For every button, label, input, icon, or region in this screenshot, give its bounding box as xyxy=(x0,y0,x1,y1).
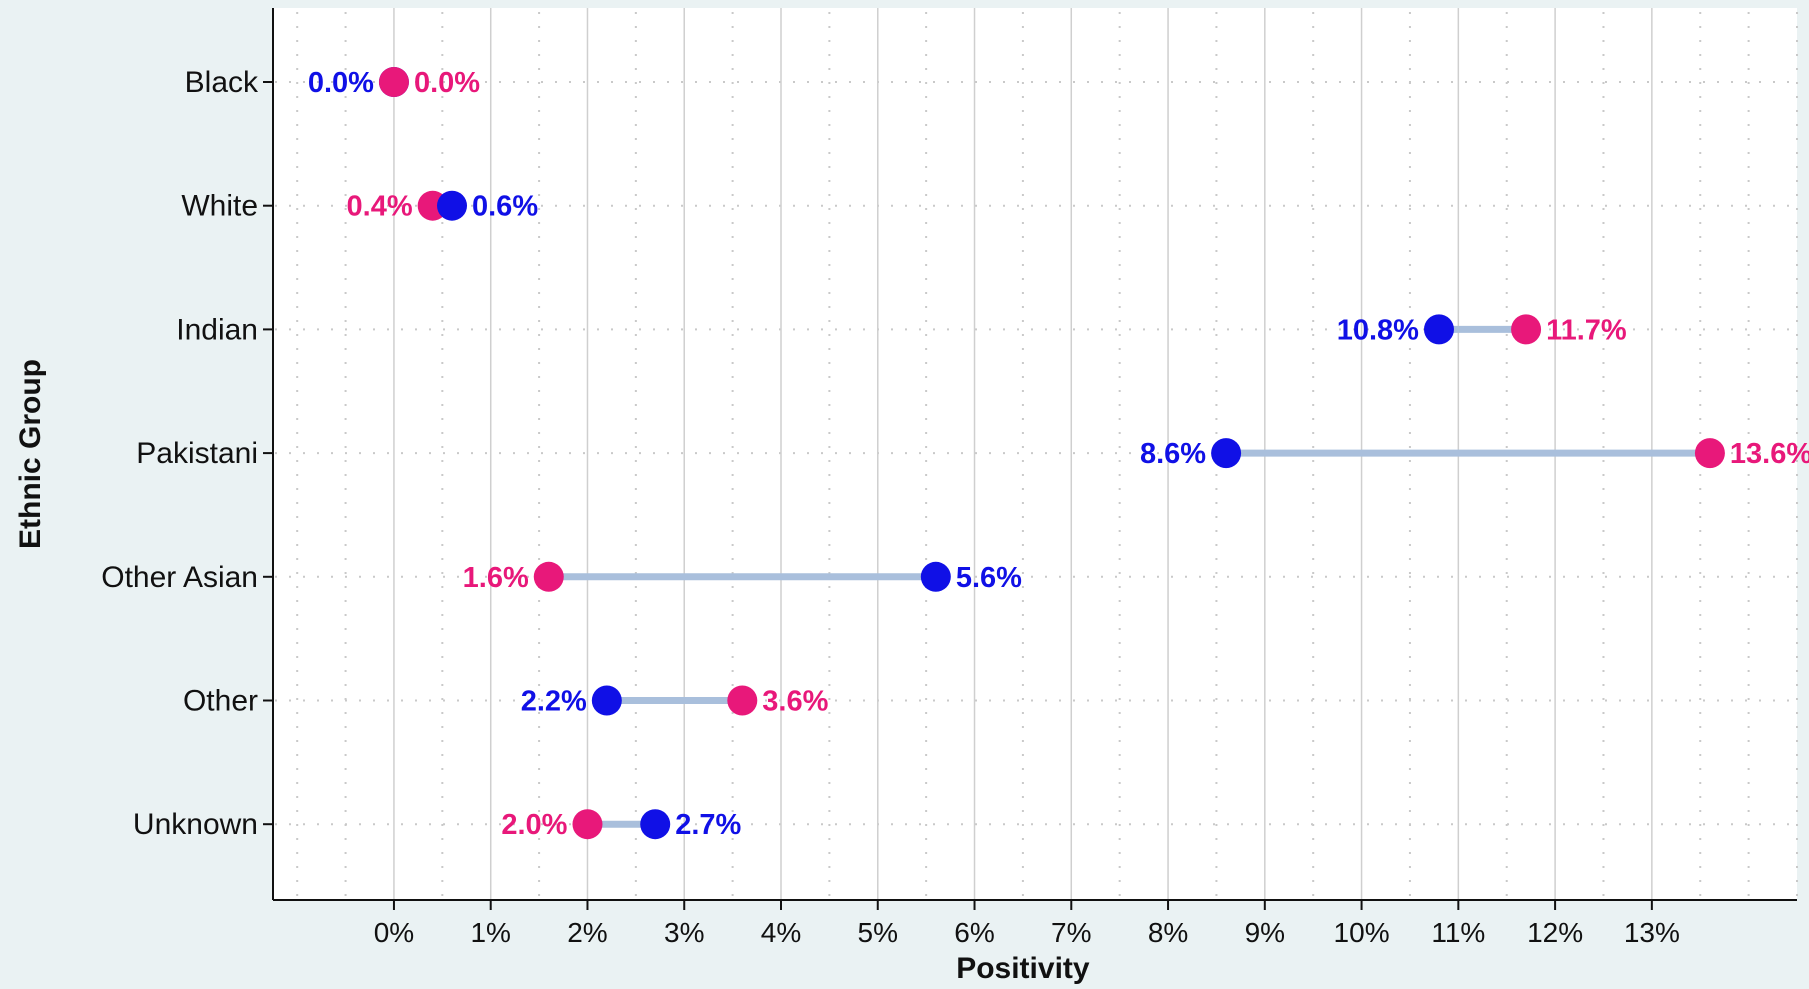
data-label: 3.6% xyxy=(762,686,828,718)
x-tick-label: 7% xyxy=(1051,917,1091,948)
x-axis-title: Positivity xyxy=(956,952,1090,985)
y-tick-label: Indian xyxy=(176,313,258,346)
x-tick-label: 5% xyxy=(858,917,898,948)
data-label: 0.4% xyxy=(347,191,413,223)
data-point xyxy=(1211,438,1242,469)
x-tick-label: 10% xyxy=(1334,917,1390,948)
x-tick-labels: 0% 1% 2% 3% 4% 5% 6% 7% 8% 9% 10% 11% 12% 13% xyxy=(374,917,1680,948)
x-tick-label: 12% xyxy=(1527,917,1583,948)
x-tick-label: 6% xyxy=(954,917,994,948)
data-point xyxy=(920,561,951,592)
y-tick-label: Unknown xyxy=(133,808,258,841)
x-tick-label: 11% xyxy=(1431,917,1485,948)
data-points xyxy=(378,67,1725,840)
x-tick-label: 2% xyxy=(567,917,607,948)
x-tick-label: 3% xyxy=(664,917,704,948)
data-point xyxy=(378,67,409,97)
y-tick-labels: Black White Indian Pakistani Other Asian Othe… xyxy=(101,66,259,841)
y-tick-label: Other xyxy=(183,685,258,718)
data-label: 8.6% xyxy=(1140,438,1206,470)
data-label: 5.6% xyxy=(956,562,1022,594)
data-label: 0.0% xyxy=(414,67,480,99)
data-point xyxy=(727,685,758,716)
data-point xyxy=(1423,314,1454,345)
data-label: 2.2% xyxy=(521,686,587,718)
data-point xyxy=(437,190,468,221)
y-tick-label: White xyxy=(181,190,258,223)
x-tick-label: 4% xyxy=(761,917,801,948)
data-label: 11.7% xyxy=(1546,314,1627,346)
data-point xyxy=(591,685,622,716)
data-label: 0.0% xyxy=(308,67,374,99)
x-tick-label: 0% xyxy=(374,917,414,948)
data-point xyxy=(533,561,564,592)
x-tick-label: 9% xyxy=(1245,917,1285,948)
data-label: 0.6% xyxy=(472,191,538,223)
x-tick-label: 13% xyxy=(1624,917,1680,948)
grid-lines xyxy=(275,8,1798,900)
data-label: 2.0% xyxy=(501,809,567,841)
y-axis-title: Ethnic Group xyxy=(14,359,47,549)
data-label: 2.7% xyxy=(675,809,741,841)
data-point xyxy=(1694,438,1725,469)
data-labels: 0.0% 0.0% 0.4% 0.6% 10.8% 11.7% 8.6% 13.6% 1.6% 5… xyxy=(308,67,1809,841)
x-tick-label: 8% xyxy=(1148,917,1188,948)
data-label: 10.8% xyxy=(1337,314,1419,346)
data-label: 1.6% xyxy=(463,562,529,594)
data-point xyxy=(572,809,603,840)
data-label: 13.6% xyxy=(1730,438,1809,470)
x-tick-label: 1% xyxy=(470,917,510,948)
y-tick-label: Black xyxy=(185,66,259,99)
y-tick-label: Other Asian xyxy=(101,561,258,594)
data-point xyxy=(1511,314,1542,345)
data-point xyxy=(640,809,671,840)
y-tick-label: Pakistani xyxy=(136,437,258,470)
axes xyxy=(263,8,1797,910)
